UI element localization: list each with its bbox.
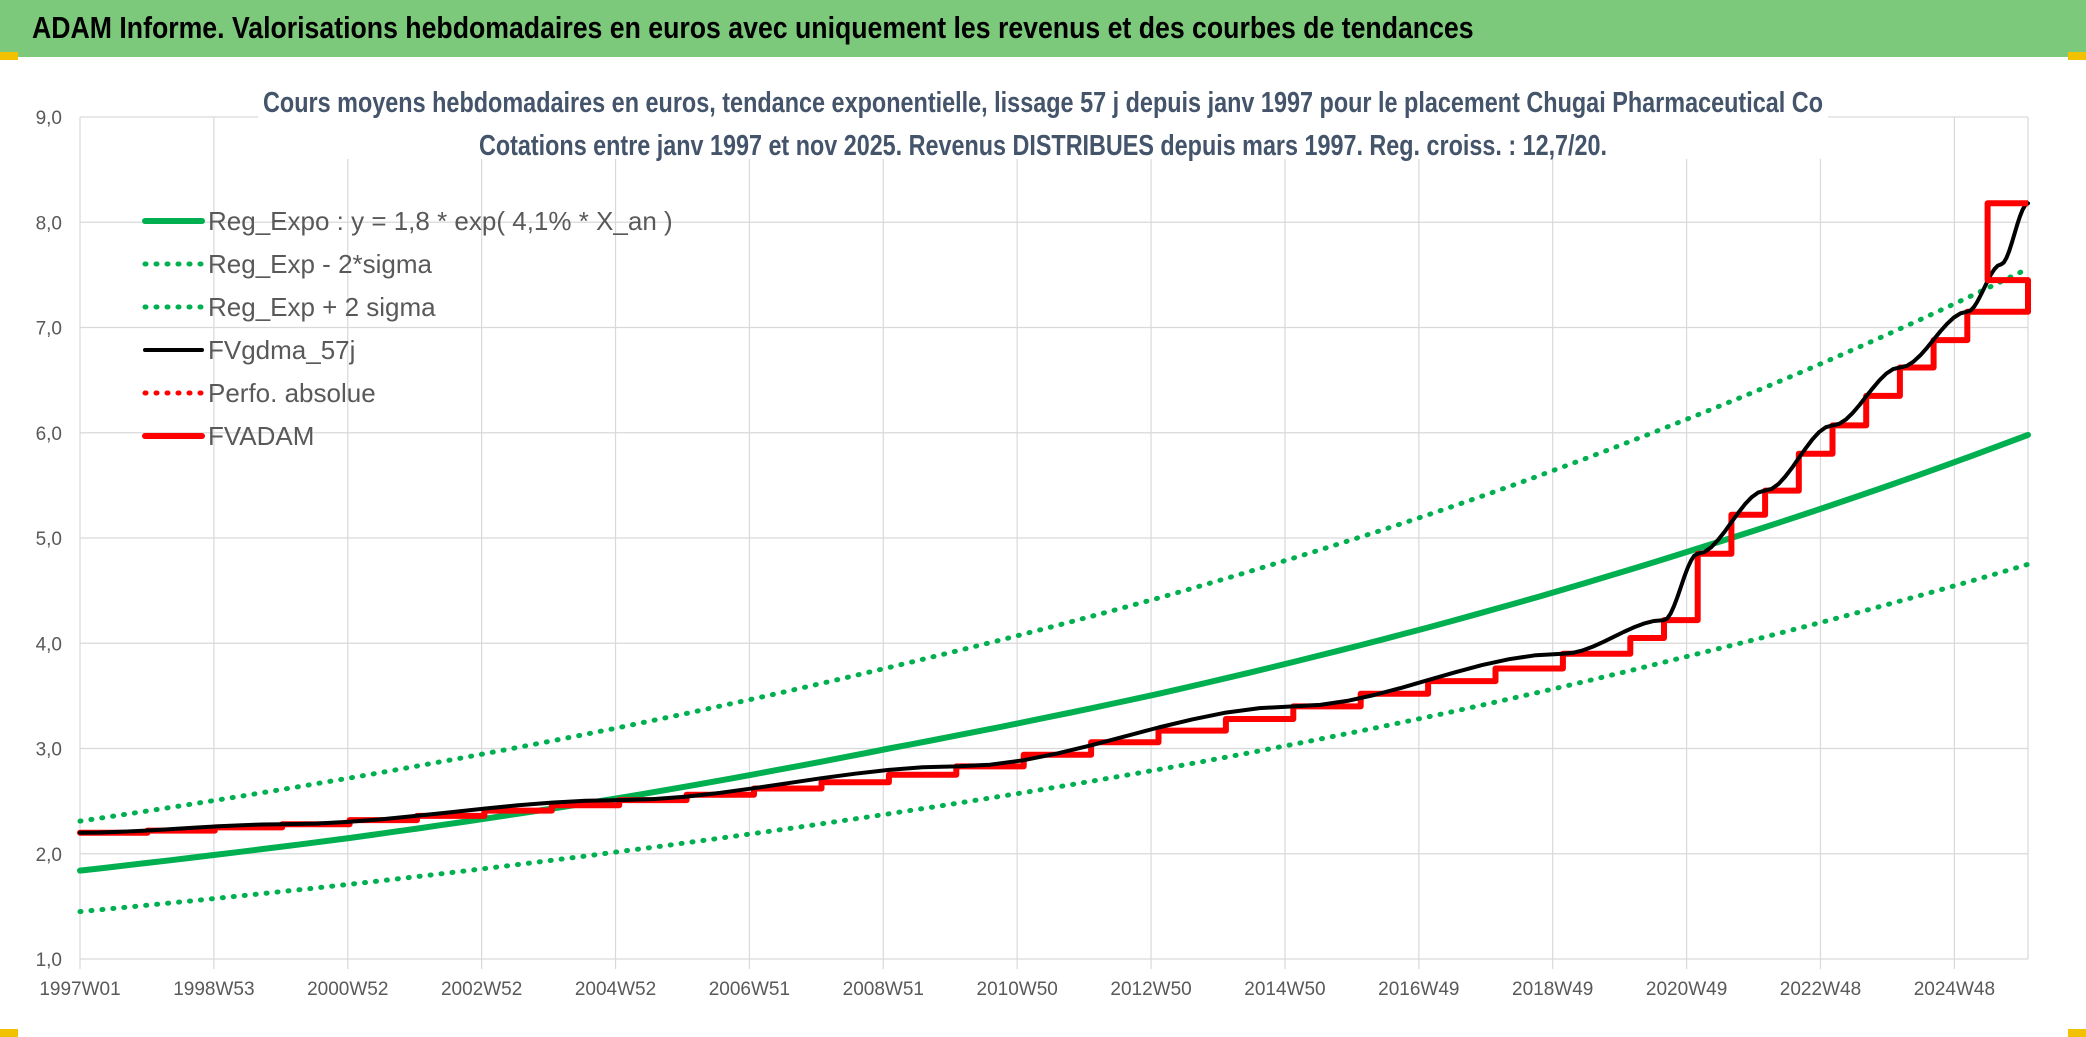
corner-marker	[0, 52, 18, 60]
legend-label-reg-exp-2-sigma: Reg_Exp + 2 sigma	[208, 292, 436, 322]
x-tick-label: 2022W48	[1780, 979, 1861, 1000]
x-tick-label: 2024W48	[1914, 979, 1995, 1000]
x-tick-label: 2018W49	[1512, 979, 1593, 1000]
corner-marker	[2068, 52, 2086, 60]
axis-labels: 1,0 2,0 3,0 4,0 5,0 6,0 7,0 8,0 9,0 1997W01 1998W5…	[36, 108, 1995, 1000]
y-tick-label: 7,0	[36, 319, 62, 340]
chart-title-line1: Cours moyens hebdomadaires en euros, ten…	[263, 87, 1823, 119]
y-tick-label: 3,0	[36, 740, 62, 761]
legend-label-reg-exp-2-sigma: Reg_Exp - 2*sigma	[208, 249, 433, 279]
series-line-fvadam	[77, 277, 2031, 836]
x-tick-label: 2000W52	[307, 979, 388, 1000]
corner-marker	[2068, 1029, 2086, 1037]
legend-label-fvgdma-57j: FVgdma_57j	[208, 335, 355, 365]
x-tick-label: 2016W49	[1378, 979, 1459, 1000]
x-tick-label: 2020W49	[1646, 979, 1727, 1000]
y-tick-label: 9,0	[36, 108, 62, 129]
y-tick-label: 1,0	[36, 950, 62, 971]
series-line-reg-exp-2-sigma	[77, 561, 2031, 915]
legend-label-perfo-absolue: Perfo. absolue	[208, 378, 376, 408]
y-tick-label: 6,0	[36, 424, 62, 445]
grid-lines	[79, 116, 2029, 969]
valuation-chart: 1,0 2,0 3,0 4,0 5,0 6,0 7,0 8,0 9,0 1997W01 1998W5…	[36, 75, 2031, 1000]
x-tick-label: 1998W53	[173, 979, 254, 1000]
x-tick-label: 2004W52	[575, 979, 656, 1000]
title-background	[258, 75, 1828, 159]
x-tick-label: 2010W50	[977, 979, 1058, 1000]
x-tick-label: 2014W50	[1244, 979, 1325, 1000]
report-banner: ADAM Informe. Valorisations hebdomadaire…	[0, 0, 2086, 57]
y-tick-label: 8,0	[36, 213, 62, 234]
report-title: ADAM Informe. Valorisations hebdomadaire…	[32, 10, 1474, 45]
legend-label-reg-expo-y-1-8-exp-4-1-x-an: Reg_Expo : y = 1,8 * exp( 4,1% * X_an )	[208, 206, 673, 236]
y-tick-label: 2,0	[36, 845, 62, 866]
x-tick-label: 2008W51	[843, 979, 924, 1000]
y-tick-label: 4,0	[36, 634, 62, 655]
series-line-fvadam-final-step	[1984, 200, 2028, 284]
x-tick-label: 2006W51	[709, 979, 790, 1000]
series-lines	[77, 200, 2031, 915]
x-tick-label: 2012W50	[1110, 979, 1191, 1000]
series-line-reg-exp-2-sigma	[77, 266, 2031, 824]
y-tick-label: 5,0	[36, 529, 62, 550]
x-tick-label: 2002W52	[441, 979, 522, 1000]
series-line-fvgdma-57j	[78, 201, 2030, 835]
x-tick-label: 1997W01	[39, 979, 120, 1000]
legend: Reg_Expo : y = 1,8 * exp( 4,1% * X_an ) R…	[142, 206, 673, 451]
chart-area: 1,0 2,0 3,0 4,0 5,0 6,0 7,0 8,0 9,0 1997W01 1998W5…	[0, 57, 2086, 1037]
legend-label-fvadam: FVADAM	[208, 421, 314, 451]
series-line-reg-expo-y-1-8-exp-4-1-x-an	[77, 431, 2031, 874]
corner-marker	[0, 1029, 18, 1037]
chart-title-line2: Cotations entre janv 1997 et nov 2025. R…	[479, 130, 1607, 162]
